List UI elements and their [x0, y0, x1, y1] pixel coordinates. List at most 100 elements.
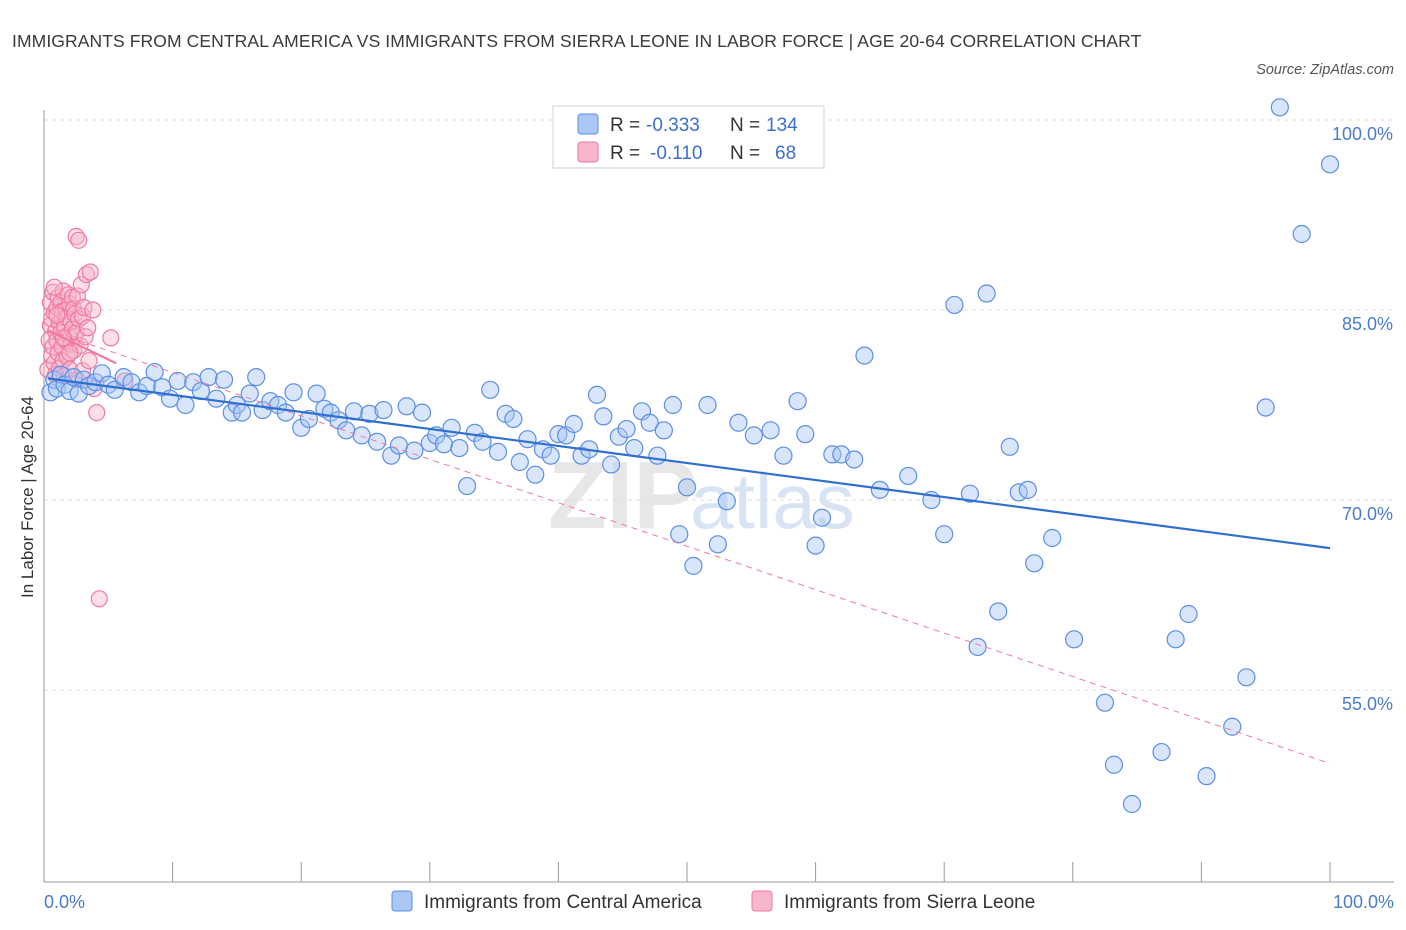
- scatter-point: [352, 426, 371, 445]
- series-legend: Immigrants from Central America Immigran…: [391, 890, 1035, 913]
- scatter-point: [806, 536, 825, 555]
- legend-r-value-blue: -0.333: [646, 115, 700, 136]
- scatter-point: [729, 413, 748, 432]
- legend-r-value-pink: -0.110: [650, 143, 702, 164]
- y-tick-labels: 55.0% 70.0% 85.0% 100.0%: [1332, 124, 1393, 714]
- scatter-point: [168, 371, 187, 391]
- scatter-point: [79, 319, 97, 337]
- scatter-point: [989, 602, 1008, 621]
- watermark-zip: ZIP: [548, 442, 697, 549]
- scatter-point: [1197, 767, 1216, 786]
- scatter-point: [510, 452, 529, 472]
- scatter-point: [367, 432, 387, 451]
- scatter-point: [374, 400, 393, 420]
- scatter-point: [457, 476, 477, 496]
- scatter-point: [812, 508, 832, 527]
- legend-r-label-blue: R =: [610, 115, 640, 136]
- scatter-point: [1270, 98, 1289, 117]
- scatter-point: [80, 352, 98, 370]
- scatter-point: [102, 329, 120, 347]
- trend-line-sierra-leone: [47, 329, 117, 365]
- series-central-america: [41, 98, 1340, 814]
- scatter-point: [717, 492, 736, 511]
- scatter-point: [70, 231, 88, 249]
- scatter-point: [774, 446, 793, 465]
- scatter-point: [69, 384, 88, 403]
- scatter-point: [945, 295, 964, 315]
- legend-r-label-pink: R =: [610, 143, 640, 164]
- scatter-point: [899, 466, 918, 486]
- scatter-point: [412, 403, 432, 422]
- scatter-point: [72, 276, 90, 294]
- scatter-point: [1179, 604, 1198, 624]
- scatter-point: [744, 426, 763, 445]
- scatter-point: [518, 430, 537, 449]
- scatter-point: [81, 263, 99, 281]
- scatter-point: [397, 397, 416, 416]
- source-credit: Source: ZipAtlas.com: [1256, 62, 1394, 78]
- scatter-point: [176, 395, 195, 415]
- scatter-point: [698, 395, 717, 415]
- scatter-point: [92, 364, 111, 383]
- scatter-point: [360, 404, 379, 423]
- watermark-atlas: atlas: [690, 457, 855, 545]
- scatter-point: [526, 465, 545, 484]
- scatter-point: [640, 413, 659, 432]
- series-sierra-leone: [39, 227, 134, 608]
- scatter-point: [564, 414, 583, 434]
- scatter-point: [594, 407, 613, 426]
- x-axis-ticks: [43, 862, 1331, 882]
- scatter-point: [1256, 398, 1275, 417]
- x-tick-label-min: 0.0%: [44, 892, 85, 912]
- scatter-point: [684, 556, 703, 575]
- legend-swatch-blue: [577, 113, 599, 135]
- scatter-point: [1223, 717, 1242, 736]
- scatter-point: [977, 284, 996, 303]
- scatter-point: [708, 535, 727, 554]
- scatter-point: [1043, 528, 1062, 548]
- scatter-point: [337, 421, 356, 440]
- legend-n-label-blue: N =: [730, 115, 760, 136]
- scatter-point: [1122, 794, 1142, 814]
- scatter-point: [105, 380, 124, 399]
- scatter-point: [968, 637, 987, 657]
- stats-legend: R = -0.333 N = 134 R = -0.110 N = 68: [552, 105, 825, 169]
- scatter-point: [1152, 742, 1171, 762]
- scatter-point: [247, 368, 266, 387]
- scatter-point: [207, 389, 226, 408]
- scatter-point: [663, 395, 682, 415]
- scatter-point: [1166, 630, 1185, 649]
- scatter-point: [1320, 155, 1340, 174]
- scatter-point: [61, 344, 79, 362]
- scatter-point: [845, 450, 864, 469]
- trend-lines: [47, 329, 1331, 764]
- scatter-point: [481, 380, 500, 399]
- watermark: ZIP atlas: [548, 442, 855, 549]
- legend-swatch-pink: [577, 141, 599, 163]
- trend-line-sierra-leone-dashed: [47, 329, 1331, 764]
- scatter-point: [405, 441, 424, 460]
- y-axis-label: In Labor Force | Age 20-64: [18, 396, 37, 598]
- scatter-point: [199, 368, 218, 387]
- y-tick-label: 85.0%: [1342, 314, 1393, 334]
- x-tick-label-max: 100.0%: [1333, 892, 1394, 912]
- scatter-point: [45, 278, 63, 296]
- scatter-point: [1000, 437, 1019, 456]
- scatter-point: [677, 478, 697, 497]
- legend-n-label-pink: N =: [730, 143, 760, 164]
- scatter-point: [90, 590, 108, 608]
- scatter-point: [88, 404, 106, 422]
- scatter-point: [382, 446, 401, 465]
- scatter-point: [602, 455, 621, 474]
- bottom-legend-swatch-pink: [751, 890, 773, 912]
- scatter-point: [284, 383, 303, 402]
- scatter-point: [232, 403, 252, 422]
- scatter-point: [434, 435, 454, 454]
- scatter-point: [648, 446, 667, 465]
- scatter-point: [855, 346, 874, 365]
- bottom-legend-swatch-blue: [391, 890, 413, 912]
- scatter-point: [450, 438, 469, 458]
- scatter-point: [488, 442, 508, 461]
- bottom-legend-label-pink: Immigrants from Sierra Leone: [784, 892, 1035, 913]
- scatter-point: [549, 425, 568, 444]
